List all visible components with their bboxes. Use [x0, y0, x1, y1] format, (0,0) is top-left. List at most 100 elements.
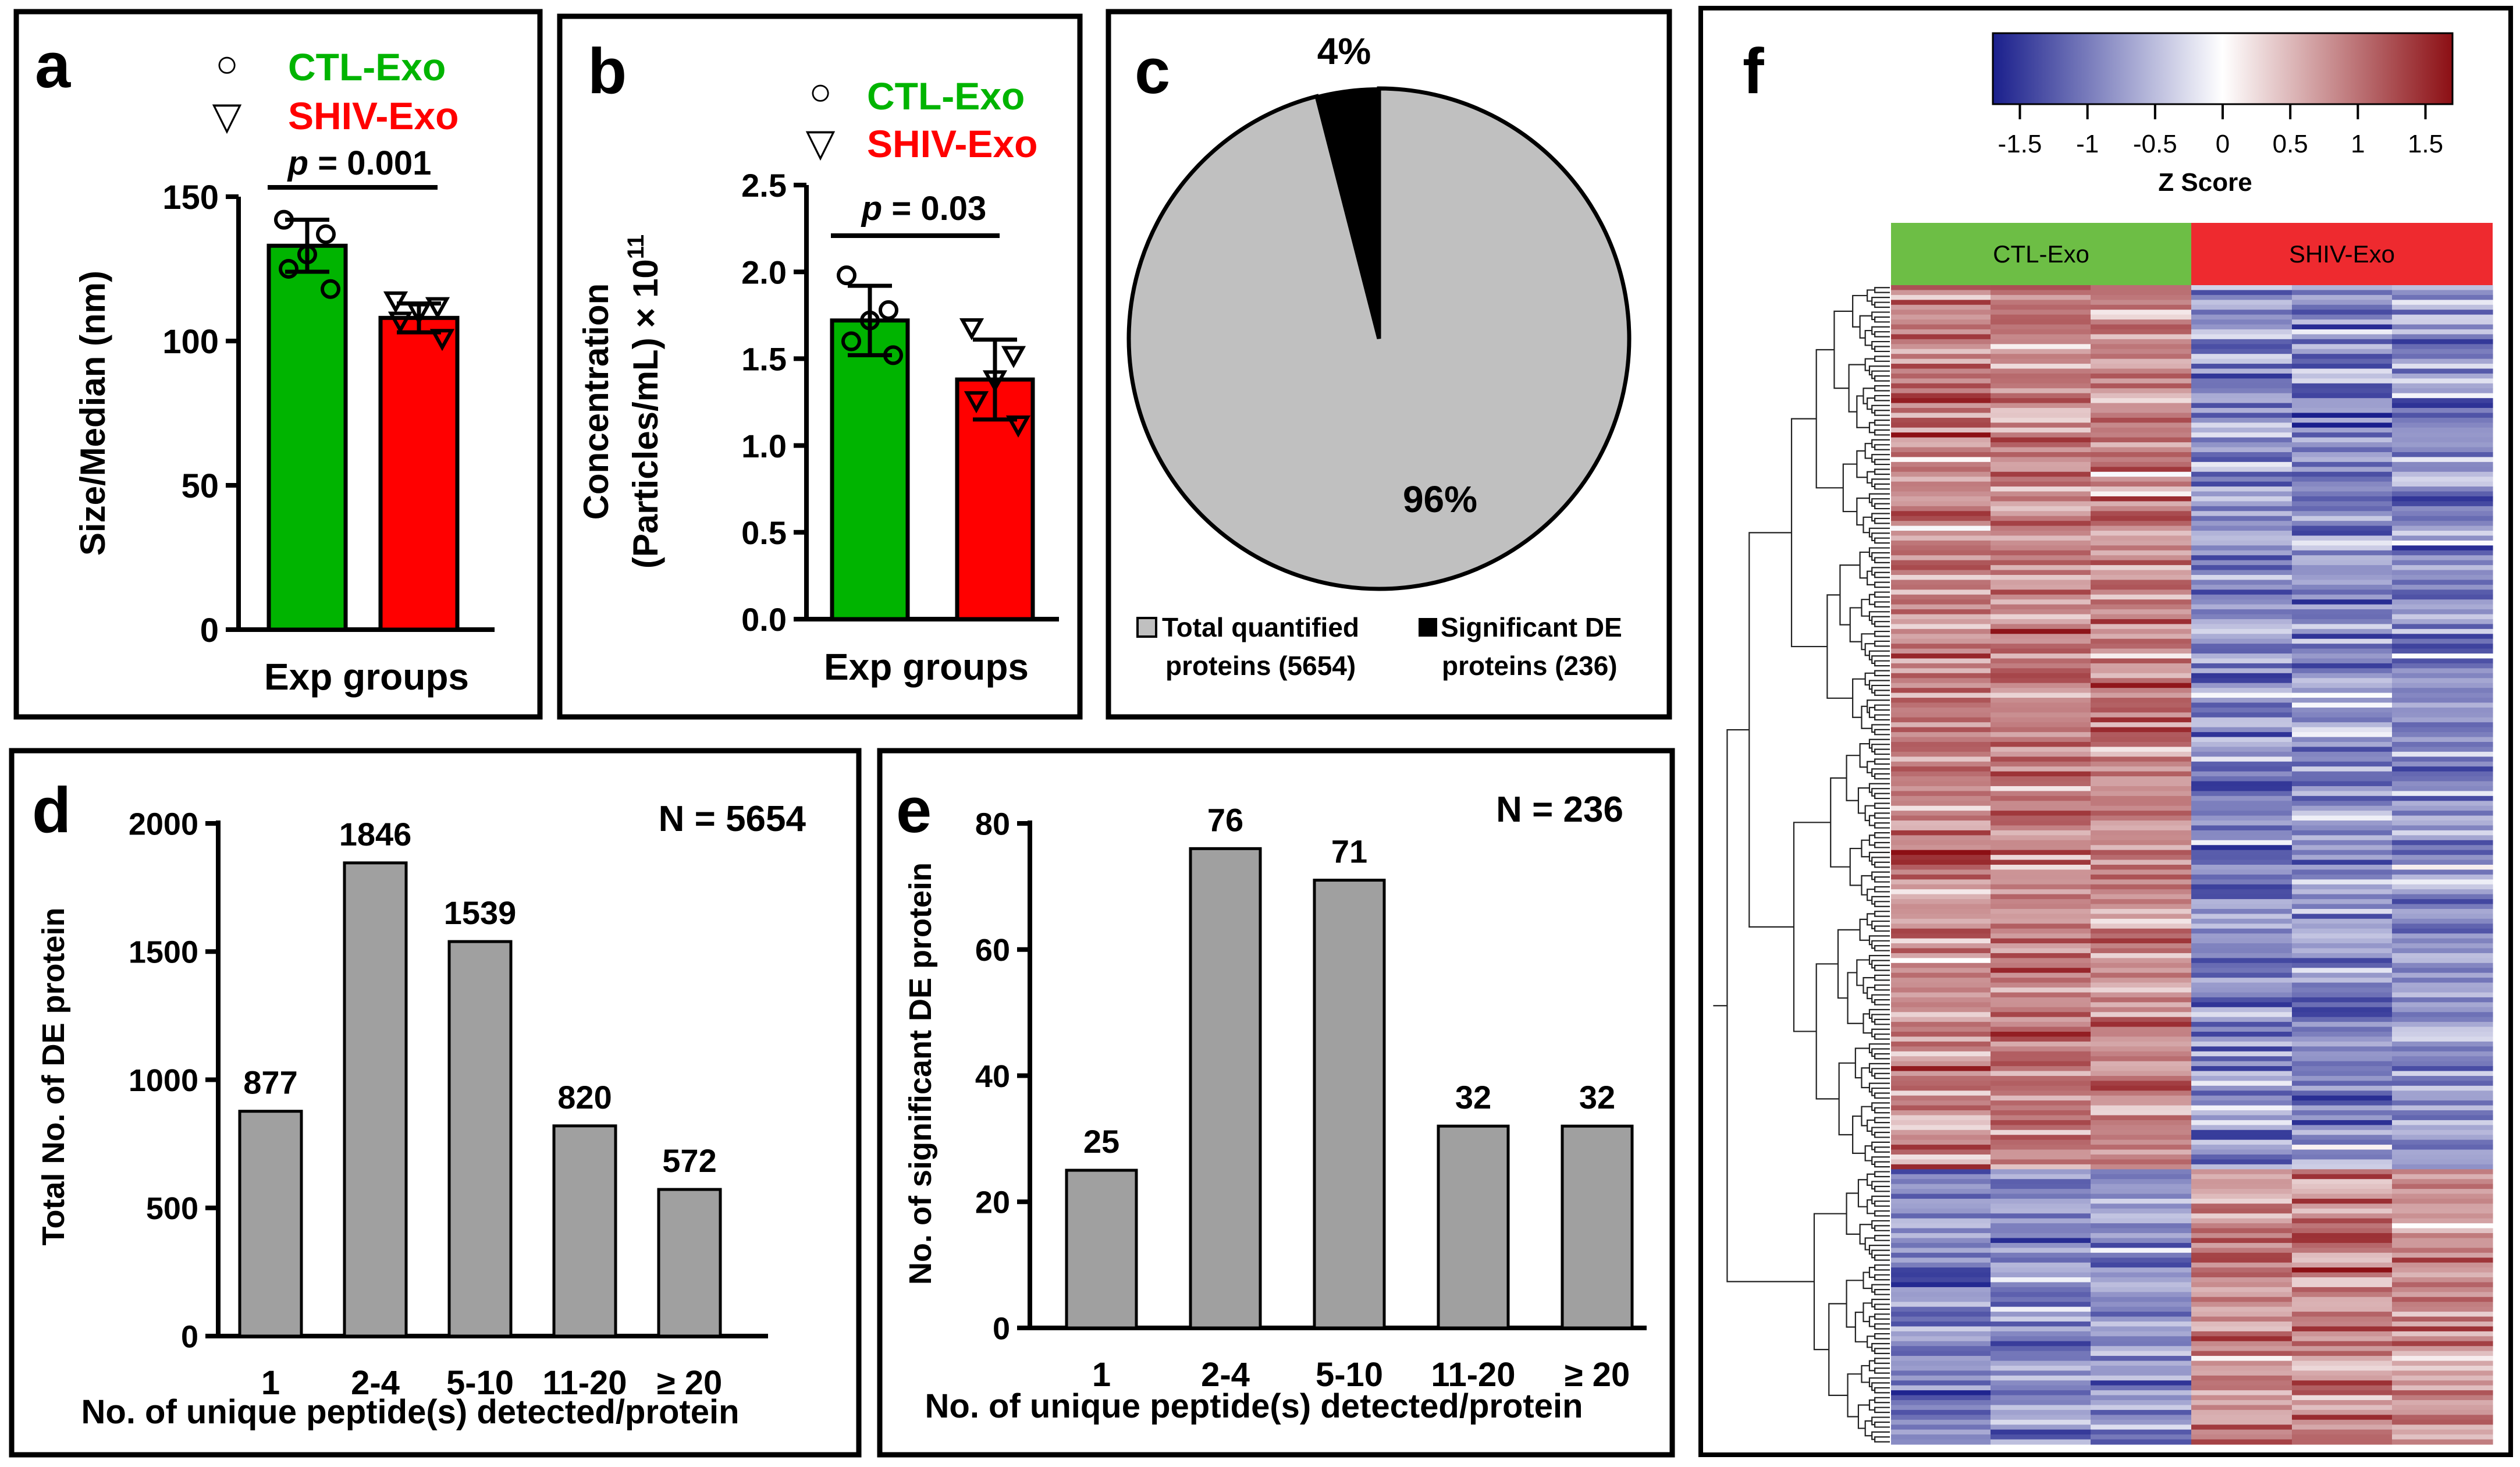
heatmap-cell [1891, 972, 1991, 978]
heatmap-cell [2292, 1272, 2393, 1278]
heatmap-cell [2292, 741, 2393, 748]
heatmap-cell [1891, 1129, 1991, 1135]
heatmap-cell [2091, 506, 2192, 512]
dendrogram-branch [1859, 315, 1872, 339]
heatmap-cell [2091, 1272, 2192, 1278]
heatmap-cell [1891, 584, 1991, 590]
heatmap-cell [1891, 1380, 1991, 1386]
heatmap-cell [2392, 702, 2493, 708]
heatmap-cell [1891, 1145, 1991, 1150]
heatmap-cell [1991, 751, 2091, 757]
legend-b-marker-0: ○ [809, 70, 832, 113]
heatmap-cell [1991, 889, 2091, 895]
heatmap-cell [2091, 997, 2192, 1003]
heatmap-cell [2091, 1400, 2192, 1406]
dendrogram-branch [1874, 911, 1890, 917]
heatmap-cell [2292, 968, 2393, 974]
heatmap-cell [2191, 678, 2292, 684]
heatmap-cell [2091, 1390, 2192, 1396]
heatmap-cell [1991, 1135, 2091, 1141]
dendrogram-branch [1874, 1146, 1890, 1153]
heatmap-cell [1891, 589, 1991, 595]
heatmap-cell [1991, 594, 2091, 600]
heatmap-cell [1991, 1012, 2091, 1018]
heatmap-cell [2392, 918, 2493, 924]
heatmap-cell [2392, 1361, 2493, 1366]
heatmap-cell [1891, 1356, 1991, 1362]
heatmap-cell [2091, 835, 2192, 841]
heatmap-cell [2191, 914, 2292, 919]
heatmap-cell [2091, 1258, 2192, 1263]
heatmap-cell [1991, 1007, 2091, 1013]
heatmap-cell [2191, 938, 2292, 944]
heatmap-cell [2191, 859, 2292, 865]
dendrogram-branch [1815, 349, 1843, 489]
heatmap-cell [2091, 658, 2192, 664]
heatmap-cell [1991, 1105, 2091, 1111]
heatmap-cell [2091, 1425, 2192, 1430]
heatmap-cell [2191, 1390, 2292, 1396]
heatmap-cell [1891, 413, 1991, 418]
heatmap-cell [2292, 948, 2393, 954]
dendrogram-branch [1868, 815, 1875, 826]
heatmap-cell [2292, 997, 2393, 1003]
heatmap-cell [2392, 1194, 2493, 1199]
heatmap-cell [2091, 1429, 2192, 1435]
heatmap-cell [2091, 545, 2192, 551]
heatmap-cell [2392, 1218, 2493, 1224]
heatmap-cell [2392, 1351, 2493, 1356]
colorbar-ticks: -1.5 -1 -0.5 0 0.5 1 1.5 [1998, 104, 2443, 158]
heatmap-cell [2191, 388, 2292, 394]
heatmap-cell [2292, 1277, 2393, 1283]
heatmap-cell [1991, 933, 2091, 939]
heatmap-cell [1891, 580, 1991, 585]
heatmap-cell [2392, 958, 2493, 964]
heatmap-cell [1891, 314, 1991, 320]
heatmap-cell [1991, 1429, 2091, 1435]
heatmap-cell [1991, 908, 2091, 915]
heatmap-cell [2392, 550, 2493, 556]
heatmap-cell [2191, 1189, 2292, 1195]
heatmap-cell [2191, 300, 2292, 306]
heatmap-cell [2392, 1213, 2493, 1219]
heatmap-cell [1991, 1056, 2091, 1062]
heatmap-cell [1891, 511, 1991, 517]
heatmap-cell [1891, 1149, 1991, 1155]
heatmap-cell [1891, 904, 1991, 910]
heatmap-cell [2292, 471, 2393, 477]
heatmap-cell [2191, 477, 2292, 482]
dendrogram-branch [1864, 1145, 1872, 1161]
heatmap-cell [1991, 634, 2091, 640]
dendrogram-branch [1874, 395, 1890, 402]
heatmap-cell [2191, 820, 2292, 826]
heatmap-cell [2292, 1155, 2393, 1160]
dendrogram-branch [1874, 876, 1890, 883]
dendrogram-branch [1874, 729, 1890, 736]
heatmap-cell [2191, 1252, 2292, 1258]
dendrogram-branch [1830, 777, 1850, 868]
heatmap-cell [2091, 855, 2192, 861]
heatmap-cell [2191, 805, 2292, 811]
heatmap-cell [2091, 570, 2192, 576]
heatmap-cell [2392, 1326, 2493, 1332]
heatmap-cell [2392, 1302, 2493, 1308]
heatmap-cell [2191, 904, 2292, 910]
dendrogram-branch [1874, 1367, 1890, 1374]
heatmap-cell [1891, 614, 1991, 620]
heatmap-cell [2392, 540, 2493, 546]
heatmap-cell [2191, 962, 2292, 968]
heatmap-cell [1891, 471, 1991, 477]
heatmap-cell [2292, 1296, 2393, 1302]
heatmap-cell [1991, 840, 2091, 846]
dendrogram-branch [1839, 564, 1860, 626]
heatmap-cell [2191, 1287, 2292, 1292]
heatmap-cell [2091, 1296, 2192, 1302]
dendrogram-branch [1874, 356, 1890, 362]
heatmap-cell [2392, 1120, 2493, 1125]
heatmap-cell [1991, 550, 2091, 556]
panel-c-letter: c [1135, 35, 1170, 107]
heatmap-cell [1891, 570, 1991, 576]
heatmap-cell [2091, 368, 2192, 374]
dendrogram-branch [1846, 1192, 1860, 1235]
